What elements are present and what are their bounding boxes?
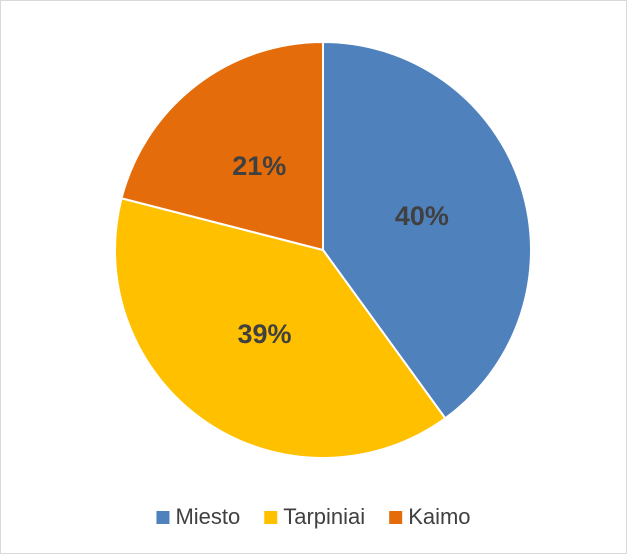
data-label: 40%: [395, 201, 449, 231]
pie: 40% 39% 21%: [114, 40, 532, 459]
pie-slice: [120, 40, 324, 252]
legend: Miesto Tarpiniai Kaimo: [156, 504, 471, 529]
pie-slice: [114, 197, 447, 459]
legend-swatch: [389, 511, 403, 524]
pie-slice: [322, 40, 532, 420]
data-label: 39%: [238, 319, 292, 349]
data-label: 21%: [232, 151, 286, 181]
legend-swatch: [156, 511, 170, 524]
legend-label: Kaimo: [408, 504, 470, 529]
legend-label: Miesto: [175, 504, 240, 529]
legend-swatch: [264, 511, 278, 524]
legend-label: Tarpiniai: [283, 504, 365, 529]
